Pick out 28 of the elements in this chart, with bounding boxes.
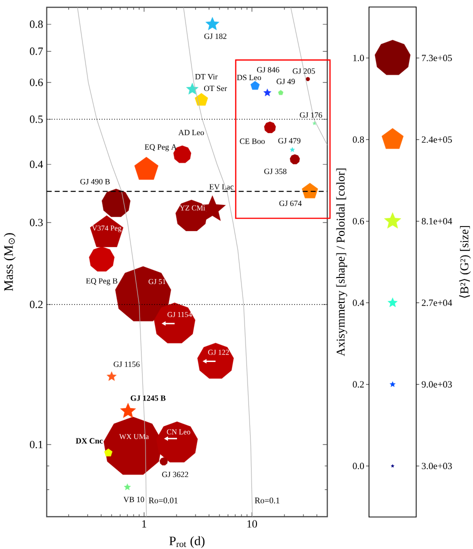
y-tick-label: 0.7 — [30, 48, 43, 55]
legend-label: 8.1e+04 — [422, 218, 452, 224]
legend-label: 2.4e+05 — [422, 136, 452, 143]
text: 0.6 — [352, 218, 364, 224]
legend-label: 9.0e+03 — [422, 381, 452, 388]
y-tick-label: 0.3 — [30, 218, 43, 226]
y-axis-title: Mass (M$_{⊙}$) — [4, 233, 16, 292]
legend-title: ⟨B²⟩ (G²) [size] — [459, 226, 471, 298]
legend-label: 3.0e+03 — [422, 462, 452, 470]
y-tick-label: 0.8 — [30, 20, 43, 28]
x-tick-label: 10 — [247, 520, 257, 528]
series-label: Ro=0.1 — [254, 498, 280, 504]
y-tick-label: 0.6 — [30, 78, 43, 86]
legend-label: 2.7e+04 — [422, 300, 452, 306]
x-tick-label: 1 — [142, 520, 146, 528]
color-bar-title: Axisymmetry [shape] / Poloidal [color] — [336, 168, 348, 356]
y-tick-label: 0.5 — [30, 116, 43, 123]
text: 0.2 — [352, 381, 364, 388]
legend-label: 7.3e+05 — [422, 54, 452, 62]
text: 0.8 — [352, 136, 364, 143]
text: 0.0 — [352, 462, 364, 470]
x-axis-title: P$_{rot}$ (d) — [169, 536, 204, 548]
text: 0.4 — [352, 300, 364, 306]
text: 1.0 — [353, 54, 364, 62]
series-label: Ro=0.01 — [148, 498, 178, 504]
y-tick-label: 0.1 — [30, 440, 43, 448]
y-tick-label: 0.2 — [30, 300, 43, 308]
y-tick-label: 0.4 — [30, 160, 44, 168]
